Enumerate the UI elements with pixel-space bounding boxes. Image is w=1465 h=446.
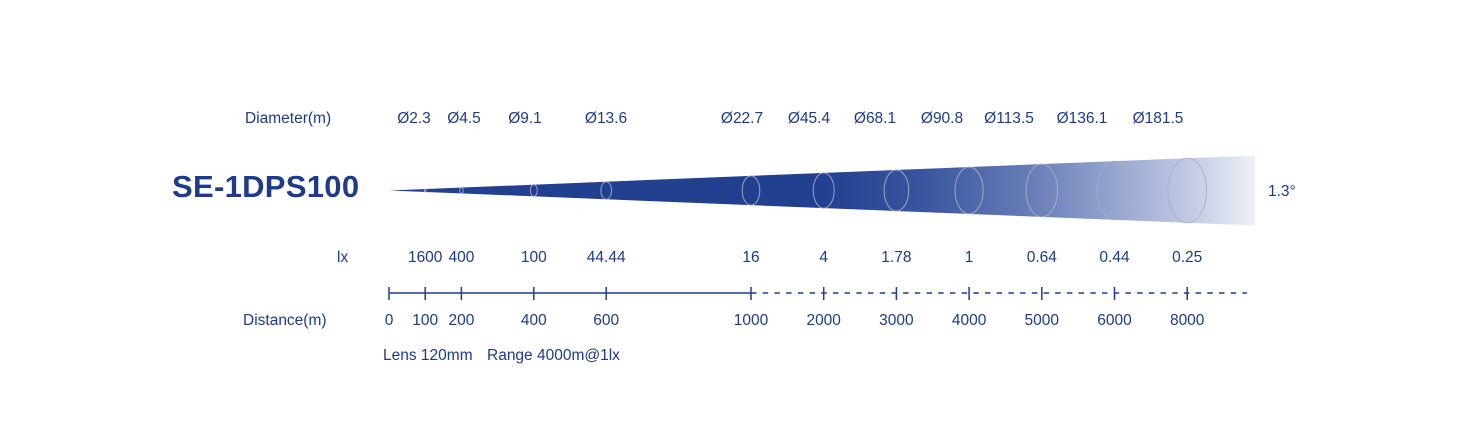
distance-tick-label: 6000 xyxy=(1097,312,1132,329)
distance-tick-label: 100 xyxy=(412,312,439,329)
distance-tick-label: 2000 xyxy=(806,312,841,329)
lux-value: 1.78 xyxy=(881,249,912,266)
beam-cross-section-ellipse xyxy=(883,169,910,212)
beam-cross-section-ellipse xyxy=(741,175,761,206)
diameter-value: Ø181.5 xyxy=(1132,110,1184,127)
distance-tick-label: 4000 xyxy=(951,312,987,329)
distance-tick-label: 400 xyxy=(520,312,547,329)
diameter-row-label: Diameter(m) xyxy=(245,110,332,127)
beam-cross-section-ellipse xyxy=(1096,160,1133,221)
lux-value: 400 xyxy=(448,249,475,266)
lux-value: 44.44 xyxy=(586,249,626,266)
beam-cone xyxy=(389,155,1255,226)
distance-tick-label: 0 xyxy=(384,312,394,329)
product-title: SE-1DPS100 xyxy=(172,169,360,204)
diameter-value: Ø9.1 xyxy=(508,110,542,127)
diameter-value: Ø68.1 xyxy=(853,110,897,127)
beam-cross-section-ellipse xyxy=(812,172,835,209)
diameter-value: Ø4.5 xyxy=(447,110,481,127)
diameter-value: Ø45.4 xyxy=(787,110,831,127)
lux-value: 0.25 xyxy=(1172,249,1203,266)
lens-spec-label: Lens 120mm xyxy=(383,347,473,364)
diameter-value: Ø13.6 xyxy=(584,110,628,127)
lux-value: 100 xyxy=(520,249,547,266)
distance-tick-label: 5000 xyxy=(1024,312,1060,329)
distance-tick-label: 8000 xyxy=(1169,312,1205,329)
diameter-value: Ø2.3 xyxy=(397,110,431,127)
diameter-value: Ø136.1 xyxy=(1056,110,1108,127)
lux-value: 0.44 xyxy=(1099,249,1130,266)
lux-value: 4 xyxy=(819,249,828,266)
beam-cross-section-ellipse xyxy=(459,187,464,194)
beam-cross-section-ellipse xyxy=(423,188,427,193)
beam-cross-section-ellipse xyxy=(1025,163,1059,218)
lux-value: 1 xyxy=(964,249,974,266)
diameter-value: Ø22.7 xyxy=(720,110,764,127)
lux-value: 16 xyxy=(742,249,760,266)
distance-tick-label: 200 xyxy=(448,312,475,329)
lux-value: 0.64 xyxy=(1026,249,1057,266)
beam-cross-section-ellipse xyxy=(1167,157,1208,224)
range-spec-label: Range 4000m@1lx xyxy=(487,347,620,364)
beam-cross-section-ellipse xyxy=(600,181,613,200)
beam-cross-section-ellipse xyxy=(954,166,984,215)
distance-tick-label: 1000 xyxy=(733,312,769,329)
beam-angle-label: 1.3° xyxy=(1268,183,1296,200)
lux-row-label: lx xyxy=(337,249,349,266)
distance-row-label: Distance(m) xyxy=(243,312,327,329)
diameter-value: Ø113.5 xyxy=(984,110,1034,127)
beam-cross-section-ellipse xyxy=(529,184,538,197)
distance-tick-label: 3000 xyxy=(879,312,914,329)
distance-tick-label: 600 xyxy=(593,312,620,329)
diameter-value: Ø90.8 xyxy=(920,110,964,127)
lux-value: 1600 xyxy=(407,249,443,266)
